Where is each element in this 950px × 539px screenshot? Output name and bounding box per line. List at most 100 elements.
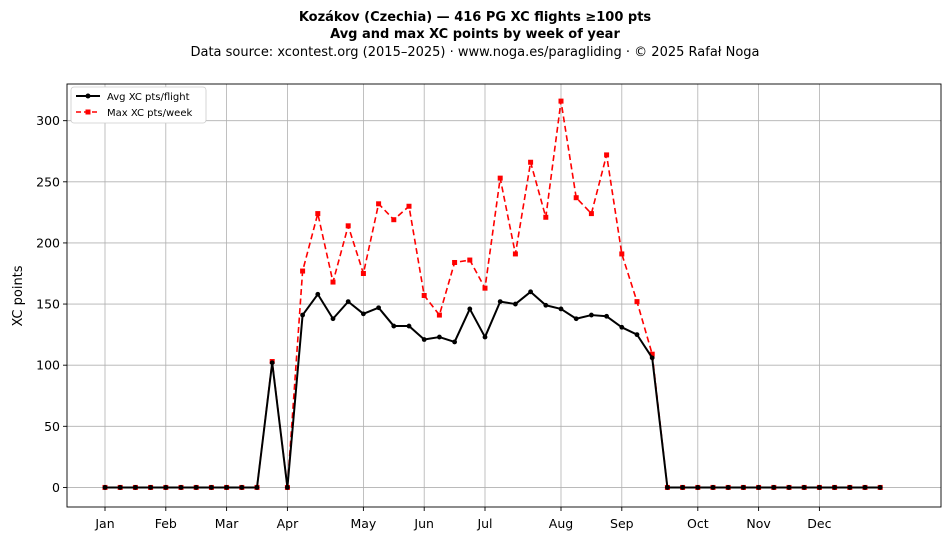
data-point-avg (117, 485, 123, 490)
data-point-avg (269, 360, 275, 366)
data-point-avg (619, 324, 625, 330)
data-point-max (604, 152, 610, 158)
data-point-avg (877, 485, 883, 490)
data-point-max (573, 195, 579, 201)
data-point-max (543, 214, 549, 220)
y-tick-label: 300 (36, 113, 60, 128)
data-point-avg (361, 311, 366, 317)
data-point-avg (771, 485, 777, 490)
data-point-avg (649, 355, 655, 361)
data-point-avg (209, 485, 214, 490)
data-point-avg (239, 485, 245, 490)
x-tick-label: Mar (215, 516, 239, 531)
legend-marker-avg (85, 93, 91, 99)
data-point-avg (467, 306, 473, 312)
series-layer (102, 98, 883, 490)
x-tick-label: Feb (155, 516, 177, 531)
legend-box (70, 86, 207, 124)
data-point-avg (163, 485, 169, 490)
data-point-max (497, 175, 503, 181)
data-point-avg (604, 313, 609, 319)
data-point-avg (452, 339, 457, 345)
data-point-avg (406, 323, 412, 329)
y-tick-label: 200 (36, 235, 60, 250)
data-point-avg (756, 485, 761, 490)
data-point-avg (786, 485, 792, 490)
data-point-avg (695, 485, 701, 490)
data-point-max (330, 279, 336, 285)
x-tick-label: Apr (277, 516, 299, 531)
x-tick-label: Dec (807, 516, 831, 531)
x-tick-label: Jan (94, 516, 114, 531)
y-axis-label: XC points (11, 265, 26, 326)
data-point-avg (148, 485, 154, 490)
data-point-avg (589, 312, 594, 318)
data-point-avg (741, 485, 746, 490)
y-tick-label: 100 (36, 358, 60, 373)
data-point-max (649, 351, 655, 357)
data-point-avg (133, 485, 138, 490)
data-point-avg (345, 299, 351, 305)
data-point-avg (376, 305, 381, 311)
data-point-avg (300, 312, 305, 318)
data-point-avg (315, 291, 321, 297)
data-point-avg (482, 334, 488, 340)
data-point-avg (254, 485, 260, 490)
data-point-max (467, 257, 473, 263)
legend-label-max: Max XC pts/week (107, 108, 192, 119)
data-point-avg (437, 334, 442, 340)
data-point-max (376, 201, 382, 207)
data-point-avg (178, 485, 184, 490)
data-point-max (619, 251, 625, 257)
data-point-max (391, 217, 397, 223)
data-point-avg (497, 299, 503, 305)
data-point-avg (634, 332, 640, 338)
data-point-max (452, 259, 458, 265)
data-point-max (315, 211, 321, 217)
legend-marker-max (85, 109, 91, 115)
data-point-avg (847, 485, 853, 490)
data-point-avg (421, 337, 427, 342)
data-point-max (512, 251, 518, 257)
x-tick-label: Nov (746, 516, 771, 531)
ticks: 0 50 100 150 200 250 300 Jan Feb Mar Apr May Jun Jul A… (36, 113, 831, 531)
data-point-avg (862, 485, 868, 490)
data-point-avg (543, 302, 549, 308)
data-point-avg (102, 485, 108, 490)
chart-title-line1: Kozákov (Czechia) — 416 PG XC flights ≥1… (299, 10, 652, 25)
chart-subtitle: Data source: xcontest.org (2015–2025) · … (190, 45, 759, 60)
data-point-avg (528, 289, 533, 295)
x-tick-label: Sep (610, 516, 634, 531)
data-point-max (588, 211, 594, 217)
data-point-avg (330, 316, 336, 322)
data-point-avg (801, 485, 807, 490)
data-point-avg (391, 323, 397, 329)
data-point-avg (573, 316, 579, 322)
y-tick-label: 150 (36, 297, 60, 312)
data-point-avg (558, 306, 564, 312)
plot-frame (66, 83, 942, 508)
y-tick-label: 0 (52, 480, 60, 495)
data-point-avg (665, 485, 670, 490)
y-tick-label: 50 (44, 419, 60, 434)
data-point-max (528, 159, 534, 165)
data-point-max (300, 268, 306, 274)
x-tick-label: Jun (413, 516, 434, 531)
data-point-avg (710, 485, 716, 490)
x-tick-label: Oct (687, 516, 709, 531)
x-tick-label: May (350, 516, 376, 531)
data-point-avg (224, 485, 230, 490)
series-line-1 (105, 100, 881, 489)
data-point-avg (513, 301, 518, 307)
grid (67, 84, 941, 507)
data-point-max (406, 203, 412, 209)
legend-label-avg: Avg XC pts/flight (107, 92, 190, 103)
data-point-max (421, 293, 427, 298)
data-point-avg (832, 485, 837, 490)
y-tick-label: 250 (36, 174, 60, 189)
series-line-0 (105, 290, 881, 489)
data-point-avg (817, 485, 822, 490)
data-point-max (360, 270, 366, 276)
x-tick-label: Jul (476, 516, 492, 531)
